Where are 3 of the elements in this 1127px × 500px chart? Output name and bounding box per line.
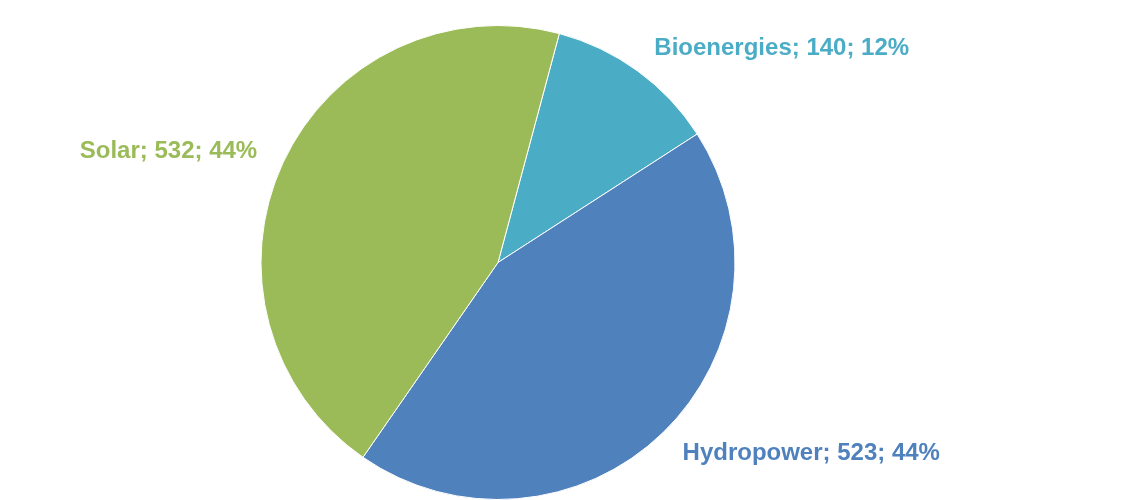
slice-label: Hydropower; 523; 44% [682,437,940,465]
slice-label: Bioenergies; 140; 12% [654,32,910,60]
slice-label: Solar; 532; 44% [79,135,258,163]
